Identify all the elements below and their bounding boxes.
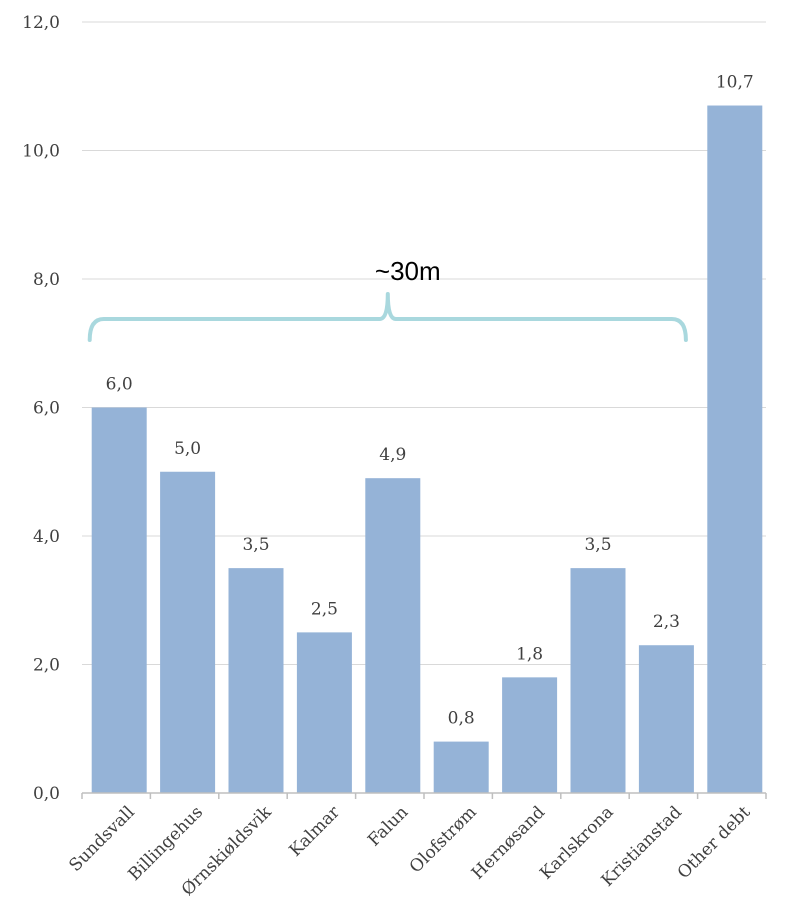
data-label: 2,3 [653,612,680,632]
bar [502,677,558,793]
annotation: ~30m [87,256,688,342]
y-tick-label: 6,0 [33,399,60,419]
data-label: 5,0 [174,439,201,459]
x-axis [81,792,767,799]
bars [91,105,763,793]
data-label: 1,8 [516,644,543,664]
data-label: 10,7 [716,73,754,93]
data-label: 6,0 [106,375,133,395]
data-label: 3,5 [584,535,611,555]
data-label: 4,9 [379,445,406,465]
y-tick-label: 0,0 [33,784,60,804]
y-tick-label: 8,0 [33,270,60,290]
y-tick-label: 10,0 [22,142,60,162]
data-label: 0,8 [448,709,475,729]
bar [365,478,421,793]
bar [570,568,626,793]
data-label: 3,5 [242,535,269,555]
category-label: Sundsvall [65,802,138,875]
bar [707,105,763,793]
y-tick-label: 4,0 [33,527,60,547]
bar [91,407,147,793]
bar [433,741,489,793]
category-label: Olofstrøm [406,802,481,877]
y-tick-label: 2,0 [33,656,60,676]
data-label: 2,5 [311,599,338,619]
bar [160,471,216,793]
curly-brace-annotation [87,292,688,342]
bar [228,568,284,793]
annotation-text: ~30m [375,256,441,286]
category-label: Other debt [674,802,755,883]
category-label: Falun [364,802,412,850]
y-tick-label: 12,0 [22,13,60,33]
category-label: Kalmar [285,802,344,861]
bar [638,645,694,793]
bar [296,632,352,793]
